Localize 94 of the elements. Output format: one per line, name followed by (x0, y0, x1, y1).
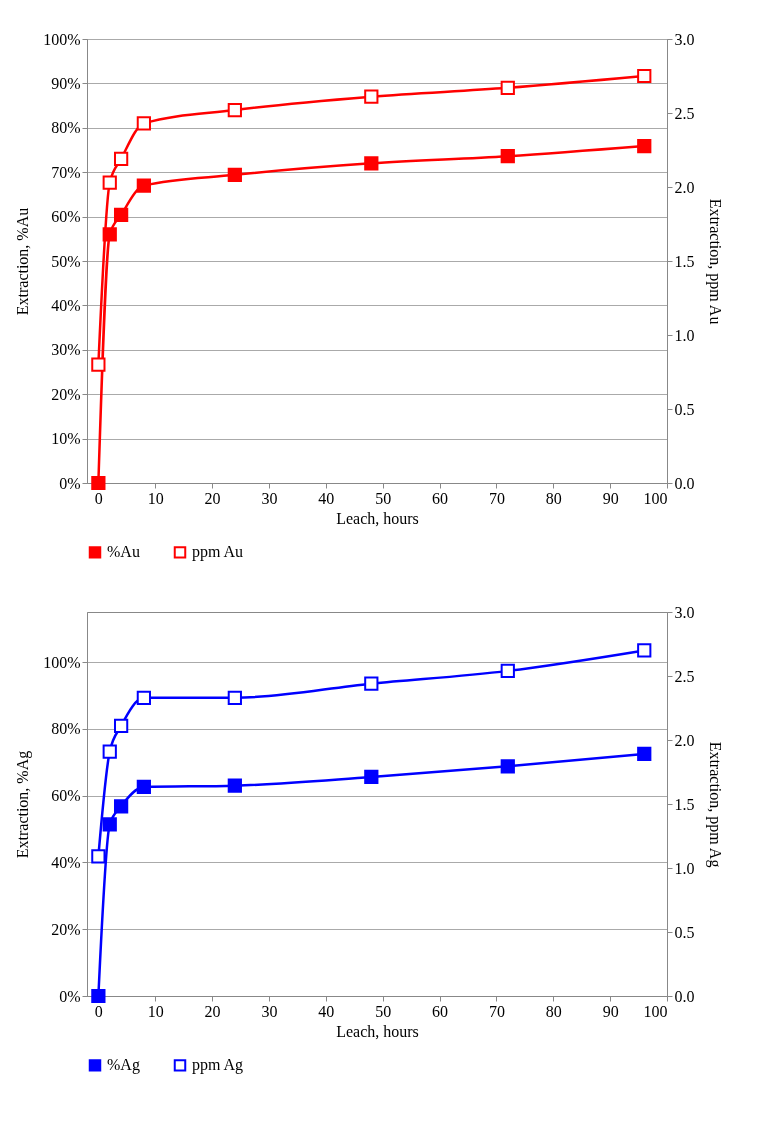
y-tick-label: 0% (59, 987, 81, 1005)
y-tick-label: 30% (51, 341, 81, 359)
x-tick-label: 60 (432, 1002, 449, 1020)
point (102, 175, 117, 190)
y2-tick-label: 0.0 (674, 474, 695, 492)
y2-tick-label: 2.5 (674, 667, 695, 685)
x-tick-label: 90 (602, 489, 619, 507)
y2-axis-title: Extraction, ppm Ag (705, 741, 724, 868)
x-tick-label: 30 (261, 1002, 278, 1020)
point (500, 663, 515, 678)
y-tick-label: 100% (43, 30, 81, 48)
point (113, 151, 129, 166)
point (91, 475, 106, 491)
y-tick-label: 90% (51, 74, 81, 92)
point (500, 80, 515, 95)
y-tick-label: 20% (51, 920, 81, 938)
y-tick-label: 60% (51, 787, 81, 805)
point (500, 149, 515, 164)
legend-label: ppm Ag (192, 1056, 244, 1075)
point (136, 690, 151, 705)
y-tick-label: 40% (51, 853, 81, 871)
x-tick-label: 40 (318, 489, 335, 507)
x-tick-label: 100 (643, 489, 668, 507)
y-tick-label: 0% (59, 474, 81, 492)
point (113, 207, 129, 222)
y2-tick-label: 0.5 (674, 400, 695, 418)
y2-tick-label: 1.5 (674, 252, 695, 270)
point (227, 102, 242, 118)
y2-tick-label: 3.0 (674, 30, 695, 48)
y2-tick-label: 1.0 (674, 859, 695, 877)
x-tick-label: 100 (643, 1002, 668, 1020)
x-axis-title: Leach, hours (336, 509, 419, 527)
y2-tick-label: 2.0 (674, 731, 695, 749)
y2-tick-label: 3.0 (674, 603, 695, 621)
x-tick-label: 80 (545, 489, 562, 507)
point (637, 68, 652, 84)
y-tick-label: 10% (51, 430, 81, 448)
point (91, 849, 106, 864)
y2-tick-label: 1.5 (674, 795, 695, 813)
point (364, 769, 379, 785)
point (364, 156, 379, 171)
y-axis-title: Extraction, %Au (14, 207, 32, 316)
point (102, 817, 117, 832)
legend-label: %Au (107, 543, 140, 561)
point (136, 116, 151, 131)
x-tick-label: 60 (432, 489, 449, 507)
y-axis-title: Extraction, %Ag (14, 750, 33, 859)
x-tick-label: 50 (375, 489, 392, 507)
y2-tick-label: 0.0 (674, 987, 695, 1005)
point (637, 138, 652, 154)
point (102, 744, 117, 759)
y-tick-label: 40% (51, 296, 81, 314)
point (227, 690, 242, 705)
point (91, 357, 106, 372)
point (637, 643, 652, 658)
x-axis-title: Leach, hours (336, 1022, 419, 1040)
x-tick-label: 50 (375, 1002, 392, 1020)
point (364, 89, 379, 104)
y-tick-label: 20% (51, 385, 81, 403)
x-tick-label: 80 (545, 1002, 562, 1020)
point (113, 718, 129, 734)
point (364, 676, 379, 691)
y-tick-label: 80% (51, 119, 81, 137)
point (91, 988, 106, 1004)
x-tick-label: 20 (204, 489, 221, 507)
point (500, 759, 515, 774)
x-tick-label: 90 (602, 1002, 619, 1020)
y2-axis-title: Extraction, ppm Au (705, 198, 724, 325)
y2-tick-label: 1.0 (674, 326, 695, 344)
x-tick-label: 10 (147, 489, 164, 507)
x-tick-label: 10 (147, 1002, 164, 1020)
point (227, 778, 242, 793)
y-tick-label: 70% (51, 163, 81, 181)
x-tick-label: 40 (318, 1002, 335, 1020)
x-tick-label: 0 (94, 489, 103, 507)
y2-tick-label: 2.0 (674, 178, 695, 196)
y-tick-label: 80% (51, 720, 81, 738)
x-tick-label: 20 (204, 1002, 221, 1020)
x-tick-label: 70 (488, 1002, 505, 1020)
point (113, 799, 129, 814)
y-tick-label: 60% (51, 208, 81, 226)
legend-label: %Ag (107, 1056, 140, 1075)
x-tick-label: 0 (94, 1002, 103, 1020)
y2-tick-label: 2.5 (674, 104, 695, 122)
x-tick-label: 70 (488, 489, 505, 507)
legend-label: ppm Au (192, 543, 244, 562)
point (136, 178, 151, 193)
y-tick-label: 50% (51, 252, 81, 270)
y-tick-label: 100% (43, 653, 81, 671)
point (637, 746, 652, 762)
x-tick-label: 30 (261, 489, 278, 507)
point (136, 779, 151, 795)
point (227, 167, 242, 182)
y2-tick-label: 0.5 (674, 923, 695, 941)
